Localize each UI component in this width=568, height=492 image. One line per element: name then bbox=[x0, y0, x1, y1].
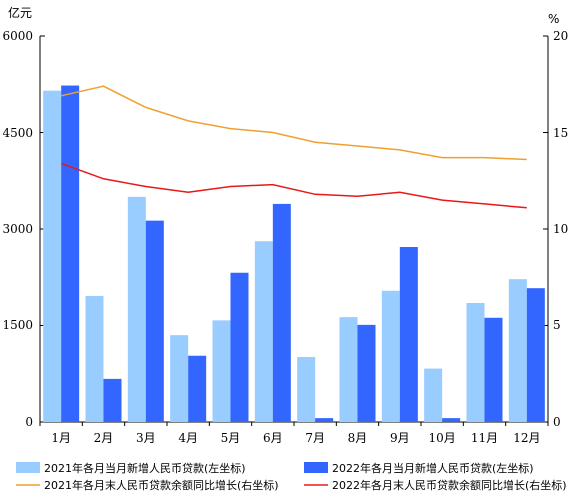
bar-2022-11 bbox=[484, 317, 503, 422]
bar-2021-9 bbox=[381, 290, 400, 422]
lines bbox=[60, 85, 527, 209]
legend-swatch-2021-bar bbox=[16, 462, 40, 473]
bar-2021-5 bbox=[212, 320, 231, 422]
bar-2021-11 bbox=[466, 302, 485, 422]
bar-2022-8 bbox=[357, 324, 376, 422]
line-2022-growth bbox=[60, 162, 527, 209]
legend-label-2022-bar: 2022年各月当月新增人民币贷款(左坐标) bbox=[332, 461, 534, 475]
x-label-11: 11月 bbox=[471, 431, 498, 445]
bar-2021-10 bbox=[424, 368, 443, 422]
right-axis-unit: % bbox=[548, 12, 559, 26]
bar-2022-10 bbox=[442, 418, 461, 422]
right-tick-2: 10 bbox=[553, 222, 568, 236]
x-label-8: 8月 bbox=[348, 431, 368, 445]
bar-2022-12 bbox=[526, 288, 545, 422]
bar-2021-4 bbox=[170, 335, 189, 422]
bar-2022-6 bbox=[272, 203, 291, 422]
x-label-7: 7月 bbox=[305, 431, 325, 445]
x-label-6: 6月 bbox=[263, 431, 283, 445]
line-2021-growth bbox=[61, 85, 527, 161]
x-label-10: 10月 bbox=[429, 431, 456, 445]
legend-label-2021-bar: 2021年各月当月新增人民币贷款(左坐标) bbox=[44, 461, 246, 475]
x-label-4: 4月 bbox=[178, 431, 198, 445]
bar-2022-5 bbox=[230, 272, 249, 422]
left-tick-3: 4500 bbox=[2, 126, 33, 140]
x-label-12: 12月 bbox=[513, 431, 540, 445]
x-axis-labels: 1月 2月 3月 4月 5月 6月 7月 8月 9月 10月 11月 12月 bbox=[51, 431, 540, 445]
left-tick-0: 0 bbox=[25, 415, 33, 429]
x-label-5: 5月 bbox=[221, 431, 241, 445]
x-label-1: 1月 bbox=[51, 431, 71, 445]
right-tick-0: 0 bbox=[553, 415, 561, 429]
bar-2022-4 bbox=[188, 355, 207, 422]
left-tick-1: 1500 bbox=[2, 318, 33, 332]
bar-2021-8 bbox=[339, 317, 358, 422]
x-label-3: 3月 bbox=[136, 431, 156, 445]
bar-2022-7 bbox=[315, 418, 334, 422]
bar-2022-9 bbox=[399, 247, 418, 422]
legend-swatch-2022-bar bbox=[304, 462, 328, 473]
legend-label-2022-line: 2022年各月末人民币贷款余额同比增长(右坐标) bbox=[332, 478, 567, 492]
x-label-9: 9月 bbox=[390, 431, 410, 445]
right-tick-3: 15 bbox=[553, 126, 568, 140]
left-tick-2: 3000 bbox=[2, 222, 33, 236]
right-tick-1: 5 bbox=[553, 318, 561, 332]
left-tick-4: 6000 bbox=[2, 29, 33, 43]
bar-2021-2 bbox=[85, 295, 104, 422]
x-label-2: 2月 bbox=[94, 431, 114, 445]
bar-2021-1 bbox=[43, 90, 62, 422]
bar-2021-12 bbox=[508, 279, 527, 422]
bar-2022-1 bbox=[61, 85, 80, 422]
right-tick-4: 20 bbox=[553, 29, 568, 43]
legend-label-2021-line: 2021年各月末人民币贷款余额同比增长(右坐标) bbox=[44, 478, 279, 492]
axes bbox=[39, 35, 549, 426]
bar-2021-7 bbox=[297, 357, 316, 422]
bar-2022-2 bbox=[103, 378, 122, 422]
legend: 2021年各月当月新增人民币贷款(左坐标) 2022年各月当月新增人民币贷款(左… bbox=[16, 461, 567, 492]
bar-2021-3 bbox=[127, 196, 146, 422]
bars bbox=[43, 85, 545, 422]
bar-2021-6 bbox=[254, 241, 273, 422]
left-axis-unit: 亿元 bbox=[8, 5, 32, 20]
bar-2022-3 bbox=[145, 220, 164, 422]
